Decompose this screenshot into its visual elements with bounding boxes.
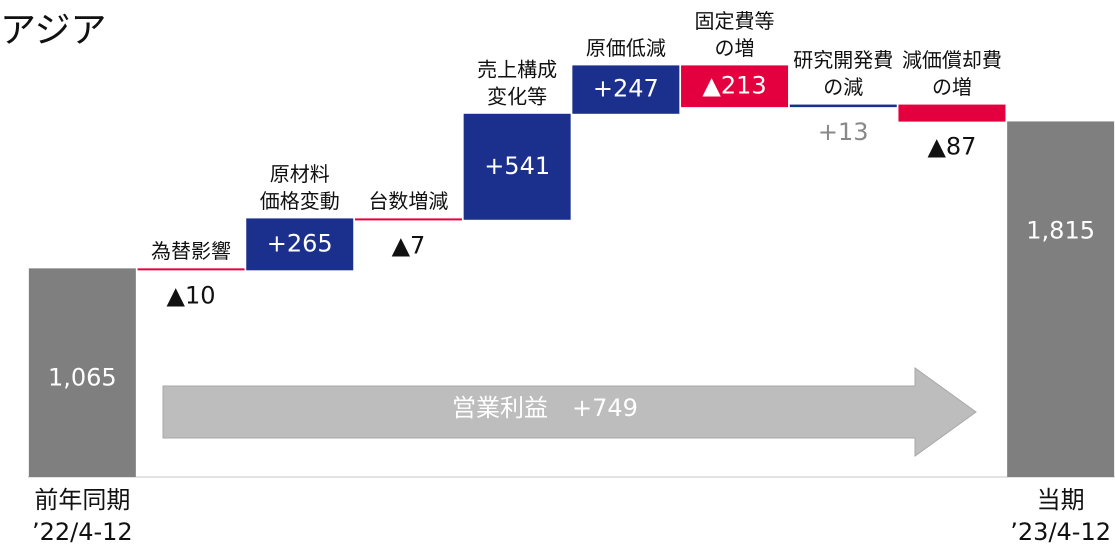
x-tick-label: ’22/4-12	[32, 518, 133, 546]
bar	[572, 65, 680, 114]
value-label: 1,065	[48, 363, 117, 391]
category-label: 売上構成	[477, 57, 557, 81]
x-tick-label: 当期	[1037, 486, 1085, 514]
x-tick-label: ’23/4-12	[1010, 518, 1111, 546]
value-label: ▲10	[167, 281, 216, 309]
value-label: +247	[593, 75, 659, 103]
bar	[1007, 121, 1115, 478]
x-tick-label: 前年同期	[34, 486, 130, 514]
category-label: 研究開発費	[793, 48, 893, 72]
arrow: 営業利益 +749	[162, 367, 977, 457]
bar	[463, 113, 571, 220]
category-label: 台数増減	[368, 189, 448, 213]
category-label: 為替影響	[151, 239, 231, 263]
category-label: 原価低減	[586, 36, 666, 60]
category-label: の減	[823, 75, 863, 99]
category-label: 原材料	[270, 162, 330, 186]
bar	[354, 218, 462, 221]
value-label: +541	[484, 152, 550, 180]
value-label: +13	[818, 118, 869, 146]
arrow-shape	[162, 367, 977, 457]
value-label: +265	[267, 229, 333, 257]
category-label: 変化等	[487, 84, 547, 108]
value-label: ▲213	[702, 71, 766, 99]
chart-title: アジア	[0, 10, 107, 51]
value-label: ▲7	[392, 231, 426, 259]
category-label: 固定費等	[695, 9, 775, 33]
category-label: の増	[715, 36, 755, 60]
bar	[246, 218, 354, 271]
bar	[681, 65, 789, 108]
bar	[28, 268, 136, 477]
bar	[137, 268, 245, 271]
category-label: の増	[932, 75, 972, 99]
annotation: 営業利益 +749	[452, 394, 638, 422]
bar	[898, 104, 1006, 122]
value-label: ▲87	[927, 133, 976, 161]
bar	[789, 104, 897, 108]
value-label: 1,815	[1026, 216, 1095, 244]
category-label: 減価償却費	[902, 48, 1002, 72]
category-label: 価格変動	[260, 189, 340, 213]
